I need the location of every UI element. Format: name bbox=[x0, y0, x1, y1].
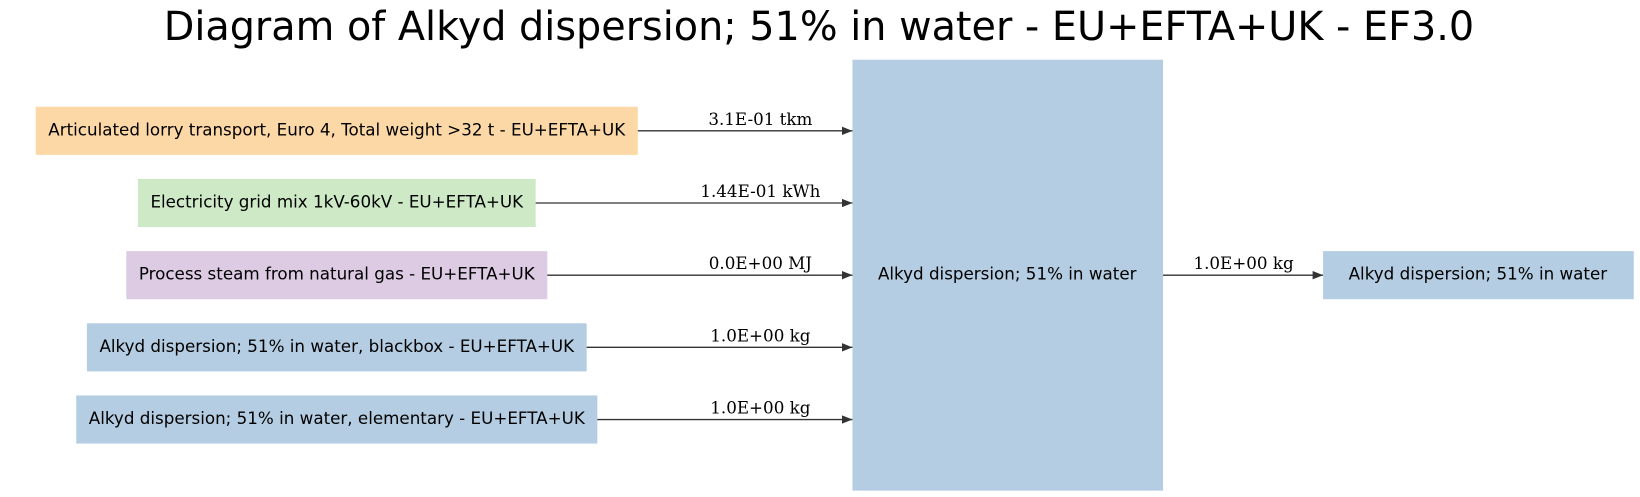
process-node bbox=[852, 59, 1164, 491]
output-label: Alkyd dispersion; 51% in water bbox=[1349, 264, 1608, 284]
title: Diagram of Alkyd dispersion; 51% in wate… bbox=[164, 4, 1474, 50]
input-node bbox=[35, 106, 638, 155]
input-flow: 0.0E+00 MJ bbox=[709, 253, 812, 273]
input-label: Alkyd dispersion; 51% in water, elementa… bbox=[89, 408, 586, 428]
input-node bbox=[76, 395, 598, 444]
input-flow: 1.44E-01 kWh bbox=[700, 181, 820, 201]
input-label: Process steam from natural gas - EU+EFTA… bbox=[139, 264, 536, 284]
input-flow: 3.1E-01 tkm bbox=[708, 109, 812, 129]
process-label: Alkyd dispersion; 51% in water bbox=[878, 264, 1137, 284]
input-node bbox=[126, 251, 548, 300]
input-label: Alkyd dispersion; 51% in water, blackbox… bbox=[99, 336, 575, 356]
input-flow: 1.0E+00 kg bbox=[710, 325, 811, 345]
input-label: Articulated lorry transport, Euro 4, Tot… bbox=[48, 119, 626, 139]
output-node bbox=[1323, 251, 1634, 300]
input-flow: 1.0E+00 kg bbox=[710, 398, 811, 418]
input-label: Electricity grid mix 1kV-60kV - EU+EFTA+… bbox=[150, 192, 524, 212]
input-node bbox=[137, 178, 536, 228]
input-node bbox=[86, 323, 587, 372]
output-flow: 1.0E+00 kg bbox=[1193, 253, 1294, 273]
